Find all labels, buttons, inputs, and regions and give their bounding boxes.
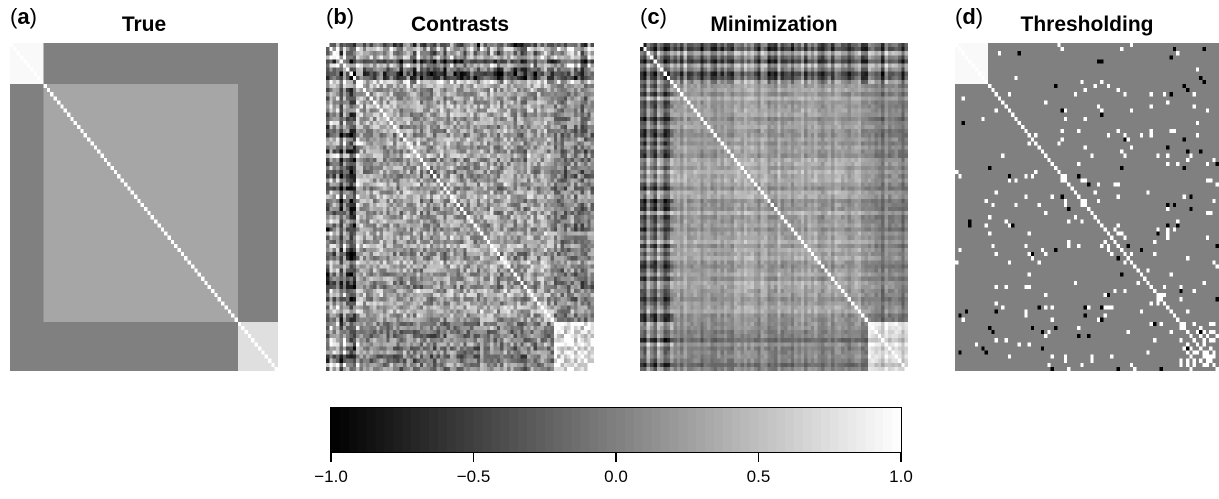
minimization-heatmap (640, 43, 908, 371)
colorbar-tick-mark (615, 453, 617, 462)
contrasts-heatmap (326, 43, 594, 371)
panel-label-b: (b) (326, 4, 355, 29)
colorbar-tick-mark (472, 453, 475, 462)
colorbar-tick-label: 0.0 (604, 467, 628, 486)
colorbar-gradient (331, 408, 901, 452)
colorbar-tick-label: 1.0 (889, 467, 913, 486)
colorbar-tick-mark (900, 453, 902, 462)
colorbar-tick-mark (757, 453, 760, 462)
panel-true: (a) True (10, 0, 278, 372)
panel-title-minimization: Minimization (710, 13, 838, 36)
panel-title-contrasts: Contrasts (410, 13, 510, 36)
panel-label-d: (d) (955, 4, 984, 29)
true-correlation-heatmap (10, 43, 278, 371)
colorbar-tick-label: −1.0 (314, 467, 348, 486)
panel-title-true: True (121, 13, 167, 36)
panel-thresholding: (d) Thresholding (955, 0, 1219, 372)
panel-minimization: (c) Minimization (640, 0, 908, 372)
panel-contrasts: (b) Contrasts (326, 0, 594, 372)
thresholding-heatmap (955, 43, 1219, 371)
panel-label-a: (a) (10, 4, 37, 29)
panel-label-c: (c) (640, 4, 667, 29)
colorbar-tick-mark (330, 453, 332, 462)
colorbar-tick-label: −0.5 (456, 467, 491, 486)
panel-title-thresholding: Thresholding (1020, 13, 1154, 36)
colorbar-tick-label: 0.5 (746, 467, 771, 486)
colorbar (330, 407, 902, 453)
